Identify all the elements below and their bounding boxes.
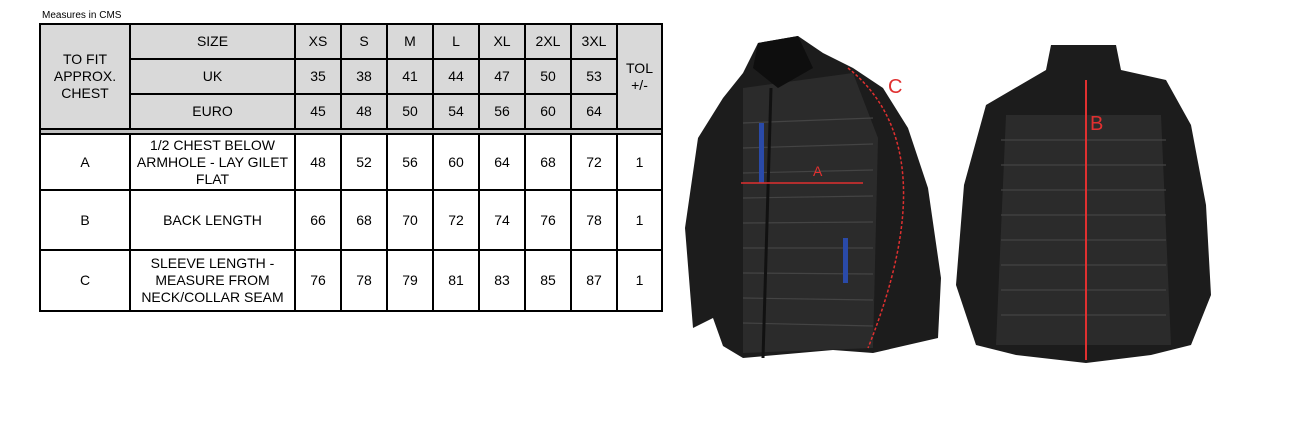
label-a: A [813, 163, 823, 179]
header-cell: L [432, 23, 480, 60]
measurement-code: A [39, 133, 131, 191]
header-cell: XS [294, 23, 342, 60]
size-chart-table: TO FIT APPROX. CHEST SIZE XS S M L XL 2XL 3XL TOL… [39, 23, 663, 312]
header-row-uk: UK 35 38 41 44 47 50 53 [40, 58, 662, 95]
header-cell: 48 [340, 93, 388, 130]
measurement-value: 72 [570, 133, 618, 191]
header-cell: XL [478, 23, 526, 60]
measurement-value: 79 [386, 249, 434, 312]
measurement-value: 60 [432, 133, 480, 191]
measurement-value: 70 [386, 189, 434, 251]
header-cell: 41 [386, 58, 434, 95]
header-cell: 64 [570, 93, 618, 130]
separator [39, 128, 663, 135]
blue-zip-trim-icon [759, 123, 764, 183]
measurement-value: 78 [340, 249, 388, 312]
measurement-code: C [39, 249, 131, 312]
measure-arrows-front [741, 67, 905, 349]
measurement-value: 68 [340, 189, 388, 251]
measurement-value: 83 [478, 249, 526, 312]
jacket-back-image: B [956, 45, 1211, 363]
measurement-value: 81 [432, 249, 480, 312]
measurement-row: C SLEEVE LENGTH - MEASURE FROM NECK/COLLA… [39, 249, 663, 312]
measurement-description: 1/2 CHEST BELOW ARMHOLE - LAY GILET FLAT [129, 133, 296, 191]
header-cell: 50 [386, 93, 434, 130]
header-cell: 54 [432, 93, 480, 130]
measurement-value: 85 [524, 249, 572, 312]
measurement-value: 72 [432, 189, 480, 251]
measurement-code: B [39, 189, 131, 251]
header-cell: 56 [478, 93, 526, 130]
measurement-tol: 1 [616, 249, 663, 312]
measurement-value: 64 [478, 133, 526, 191]
label-c: C [888, 76, 902, 98]
header-row-euro: EURO 45 48 50 54 56 60 64 [40, 93, 662, 130]
measurement-value: 52 [340, 133, 388, 191]
header-cell: 47 [478, 58, 526, 95]
header-cell: 45 [294, 93, 342, 130]
measurement-row: A 1/2 CHEST BELOW ARMHOLE - LAY GILET FLA… [39, 133, 663, 191]
measurement-value: 87 [570, 249, 618, 312]
tol-label: TOL +/- [616, 23, 663, 130]
measurement-value: 76 [524, 189, 572, 251]
measurement-tol: 1 [616, 189, 663, 251]
row-label: SIZE [129, 23, 296, 60]
measurement-value: 68 [524, 133, 572, 191]
header-cell: 53 [570, 58, 618, 95]
header-cell: S [340, 23, 388, 60]
measurement-value: 48 [294, 133, 342, 191]
measurement-description: BACK LENGTH [129, 189, 296, 251]
measurement-value: 74 [478, 189, 526, 251]
quilt-lines-back [1001, 139, 1166, 316]
jacket-front-image: A C [685, 36, 941, 359]
row-label: EURO [129, 93, 296, 130]
measurement-tol: 1 [616, 133, 663, 191]
header-row-size: TO FIT APPROX. CHEST SIZE XS S M L XL 2XL 3XL TOL… [39, 23, 663, 130]
units-note: Measures in CMS [42, 10, 122, 21]
measurement-value: 66 [294, 189, 342, 251]
measurement-value: 76 [294, 249, 342, 312]
measurement-row: B BACK LENGTH 66 68 70 72 74 76 78 1 [39, 189, 663, 251]
header-cell: 2XL [524, 23, 572, 60]
measurement-value: 56 [386, 133, 434, 191]
label-b: B [1090, 113, 1103, 135]
separator-row [39, 128, 663, 135]
fit-label: TO FIT APPROX. CHEST [39, 23, 131, 130]
measurement-description: SLEEVE LENGTH - MEASURE FROM NECK/COLLAR… [129, 249, 296, 312]
measurement-value: 78 [570, 189, 618, 251]
header-cell: 60 [524, 93, 572, 130]
header-cell: 50 [524, 58, 572, 95]
header-cell: 35 [294, 58, 342, 95]
header-cell: 3XL [570, 23, 618, 60]
header-cell: 38 [340, 58, 388, 95]
row-label: UK [129, 58, 296, 95]
header-cell: 44 [432, 58, 480, 95]
header-cell: M [386, 23, 434, 60]
